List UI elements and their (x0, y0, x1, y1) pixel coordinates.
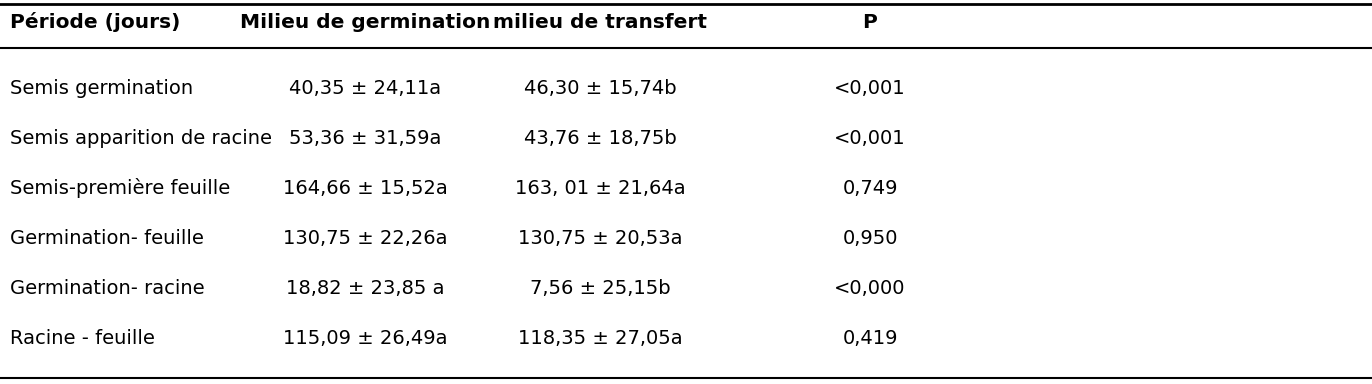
Text: Semis-première feuille: Semis-première feuille (10, 178, 230, 198)
Text: 115,09 ± 26,49a: 115,09 ± 26,49a (283, 328, 447, 348)
Text: 0,950: 0,950 (842, 228, 897, 248)
Text: 18,82 ± 23,85 a: 18,82 ± 23,85 a (285, 278, 445, 298)
Text: milieu de transfert: milieu de transfert (493, 13, 707, 31)
Text: 40,35 ± 24,11a: 40,35 ± 24,11a (289, 78, 440, 98)
Text: 118,35 ± 27,05a: 118,35 ± 27,05a (517, 328, 682, 348)
Text: 46,30 ± 15,74b: 46,30 ± 15,74b (524, 78, 676, 98)
Text: 7,56 ± 25,15b: 7,56 ± 25,15b (530, 278, 671, 298)
Text: P: P (863, 13, 878, 31)
Text: 130,75 ± 22,26a: 130,75 ± 22,26a (283, 228, 447, 248)
Text: Semis germination: Semis germination (10, 78, 193, 98)
Text: <0,001: <0,001 (834, 129, 906, 147)
Text: Racine - feuille: Racine - feuille (10, 328, 155, 348)
Text: Germination- racine: Germination- racine (10, 278, 204, 298)
Text: Semis apparition de racine: Semis apparition de racine (10, 129, 272, 147)
Text: 163, 01 ± 21,64a: 163, 01 ± 21,64a (514, 179, 685, 197)
Text: 0,749: 0,749 (842, 179, 897, 197)
Text: 164,66 ± 15,52a: 164,66 ± 15,52a (283, 179, 447, 197)
Text: Milieu de germination: Milieu de germination (240, 13, 490, 31)
Text: <0,000: <0,000 (834, 278, 906, 298)
Text: 130,75 ± 20,53a: 130,75 ± 20,53a (517, 228, 682, 248)
Text: <0,001: <0,001 (834, 78, 906, 98)
Text: 43,76 ± 18,75b: 43,76 ± 18,75b (524, 129, 676, 147)
Text: Période (jours): Période (jours) (10, 12, 180, 32)
Text: 0,419: 0,419 (842, 328, 897, 348)
Text: Germination- feuille: Germination- feuille (10, 228, 204, 248)
Text: 53,36 ± 31,59a: 53,36 ± 31,59a (289, 129, 442, 147)
